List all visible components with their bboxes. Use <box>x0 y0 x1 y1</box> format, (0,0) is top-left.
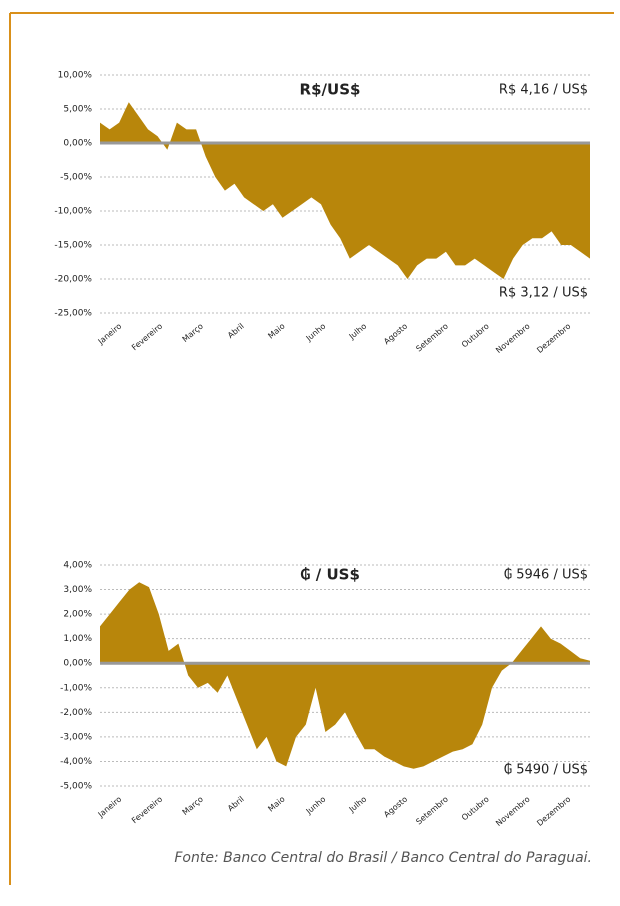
x-tick-label: Dezembro <box>535 321 572 354</box>
y-tick-label: 0,00% <box>63 139 92 149</box>
annotation: R$ 4,16 / US$ <box>499 83 588 98</box>
y-tick-label: 5,00% <box>63 105 92 115</box>
y-tick-label: -20,00% <box>54 275 92 285</box>
y-tick-label: -5,00% <box>60 782 92 792</box>
x-tick-label: Outubro <box>460 794 491 822</box>
annotation: ₲ 5946 / US$ <box>504 568 588 583</box>
y-tick-label: 4,00% <box>63 561 92 571</box>
x-tick-label: Julho <box>347 794 369 814</box>
y-tick-label: 3,00% <box>63 585 92 595</box>
annotation: R$ 3,12 / US$ <box>499 286 588 301</box>
y-tick-label: -10,00% <box>54 207 92 217</box>
chart-title: ₲ / US$ <box>300 566 360 584</box>
x-tick-label: Junho <box>304 321 328 343</box>
y-tick-label: 2,00% <box>63 610 92 620</box>
y-tick-label: -25,00% <box>54 309 92 319</box>
area <box>100 102 590 279</box>
x-tick-label: Julho <box>347 321 369 341</box>
y-tick-label: -5,00% <box>60 173 92 183</box>
x-tick-label: Junho <box>304 794 328 816</box>
x-tick-label: Fevereiro <box>130 794 164 825</box>
y-tick-label: -15,00% <box>54 241 92 251</box>
x-tick-label: Abril <box>226 795 246 814</box>
y-tick-label: 1,00% <box>63 634 92 644</box>
y-tick-label: 10,00% <box>58 71 93 81</box>
x-tick-label: Maio <box>266 794 286 813</box>
x-tick-label: Setembro <box>414 794 450 826</box>
x-tick-label: Outubro <box>460 321 491 349</box>
y-tick-label: -1,00% <box>60 683 92 693</box>
x-tick-label: Março <box>181 321 205 344</box>
x-tick-label: Novembro <box>494 321 532 355</box>
x-tick-label: Fevereiro <box>130 321 164 352</box>
x-tick-label: Agosto <box>382 794 409 819</box>
x-tick-label: Janeiro <box>96 321 124 346</box>
area <box>100 582 590 769</box>
x-tick-label: Abril <box>226 322 246 341</box>
x-tick-label: Janeiro <box>96 794 124 819</box>
y-tick-label: -3,00% <box>60 732 92 742</box>
y-tick-label: -4,00% <box>60 757 92 767</box>
x-tick-label: Março <box>181 794 205 817</box>
x-tick-label: Novembro <box>494 794 532 828</box>
y-tick-label: 0,00% <box>63 659 92 669</box>
x-tick-label: Setembro <box>414 321 450 353</box>
x-tick-label: Dezembro <box>535 794 572 827</box>
footer: Fonte: Banco Central do Brasil / Banco C… <box>174 850 592 866</box>
x-tick-label: Agosto <box>382 321 409 346</box>
chart-title: R$/US$ <box>300 81 361 99</box>
y-tick-label: -2,00% <box>60 708 92 718</box>
annotation: ₲ 5490 / US$ <box>504 763 588 778</box>
x-tick-label: Maio <box>266 321 286 340</box>
